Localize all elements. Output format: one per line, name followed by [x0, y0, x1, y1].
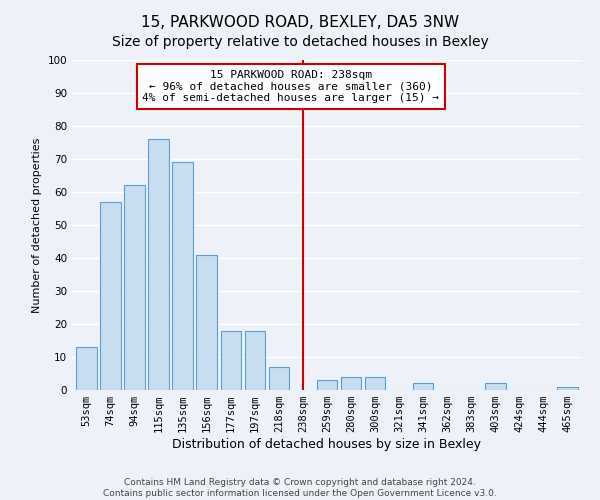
- Bar: [341, 377, 361, 390]
- Text: Size of property relative to detached houses in Bexley: Size of property relative to detached ho…: [112, 35, 488, 49]
- Bar: [557, 386, 578, 390]
- Bar: [485, 384, 506, 390]
- Bar: [245, 330, 265, 390]
- Bar: [365, 377, 385, 390]
- Bar: [221, 330, 241, 390]
- X-axis label: Distribution of detached houses by size in Bexley: Distribution of detached houses by size …: [173, 438, 482, 451]
- Text: 15 PARKWOOD ROAD: 238sqm
← 96% of detached houses are smaller (360)
4% of semi-d: 15 PARKWOOD ROAD: 238sqm ← 96% of detach…: [142, 70, 439, 103]
- Bar: [317, 380, 337, 390]
- Bar: [196, 254, 217, 390]
- Bar: [148, 139, 169, 390]
- Text: Contains HM Land Registry data © Crown copyright and database right 2024.
Contai: Contains HM Land Registry data © Crown c…: [103, 478, 497, 498]
- Text: 15, PARKWOOD ROAD, BEXLEY, DA5 3NW: 15, PARKWOOD ROAD, BEXLEY, DA5 3NW: [141, 15, 459, 30]
- Bar: [100, 202, 121, 390]
- Bar: [124, 186, 145, 390]
- Bar: [76, 347, 97, 390]
- Bar: [269, 367, 289, 390]
- Y-axis label: Number of detached properties: Number of detached properties: [32, 138, 42, 312]
- Bar: [172, 162, 193, 390]
- Bar: [413, 384, 433, 390]
